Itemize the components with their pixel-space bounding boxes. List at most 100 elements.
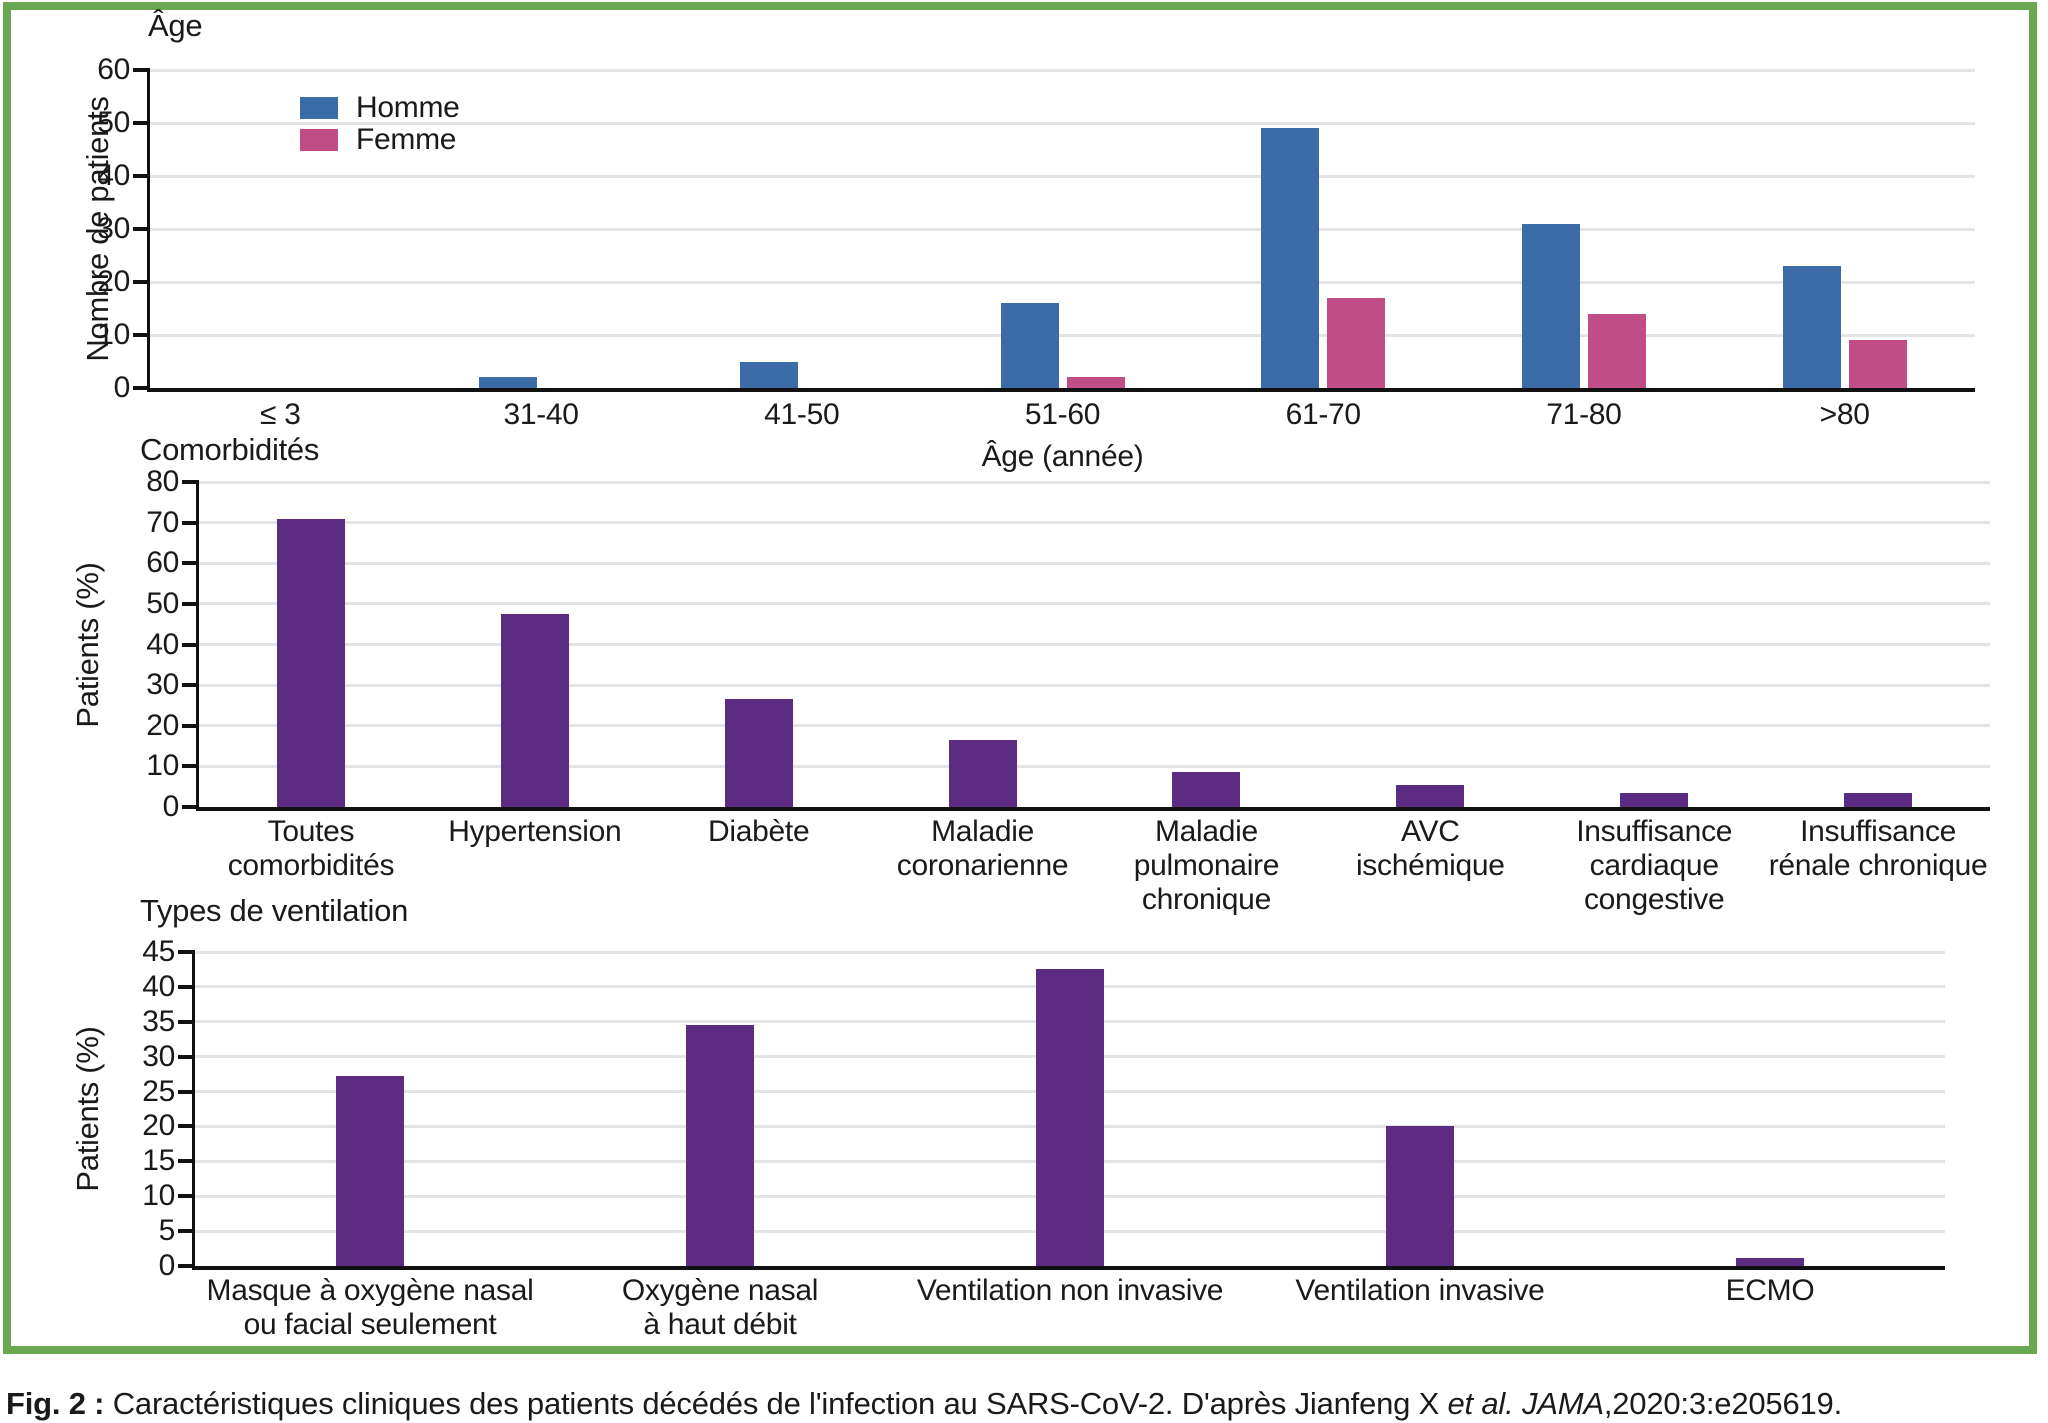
bar [724, 699, 793, 807]
gridline [150, 68, 1975, 72]
y-tick-label: 10 [146, 749, 179, 783]
gridline [150, 121, 1975, 125]
y-tick-label: 15 [142, 1144, 175, 1178]
bar-femme [1848, 340, 1907, 388]
category-label: >80 [1819, 398, 1870, 431]
y-tick-mark [133, 227, 150, 231]
category-label: Ventilation non invasive [916, 1274, 1224, 1307]
y-tick-label: 30 [146, 668, 179, 702]
y-tick-label: 10 [97, 318, 130, 351]
gridline [199, 724, 1990, 728]
category-label: Oxygène nasal à haut débit [621, 1274, 819, 1341]
x-axis-line [147, 388, 1975, 392]
category-label: ≤ 3 [260, 398, 301, 431]
bar-homme [1782, 266, 1841, 388]
gridline [150, 174, 1975, 178]
legend-row: Femme [300, 123, 460, 156]
category-label: Hypertension [448, 815, 622, 848]
y-tick-label: 30 [97, 212, 130, 245]
y-tick-mark [133, 333, 150, 337]
y-tick-mark [133, 121, 150, 125]
y-tick-mark [178, 1229, 195, 1234]
bar [1620, 792, 1689, 807]
figure-caption: Fig. 2 : Caractéristiques cliniques des … [6, 1386, 1996, 1422]
y-tick-label: 60 [97, 53, 130, 86]
bar-homme [1261, 128, 1320, 388]
y-tick-mark [178, 1019, 195, 1024]
bar [948, 739, 1017, 807]
category-label: Ventilation invasive [1295, 1274, 1545, 1307]
category-label: 41-50 [764, 398, 840, 431]
y-tick-label: 80 [146, 465, 179, 498]
y-tick-mark [178, 1089, 195, 1094]
chart-title: Types de ventilation [140, 893, 409, 928]
bar [1036, 969, 1104, 1266]
legend-label: Homme [356, 91, 460, 124]
bar-femme [1327, 297, 1386, 388]
y-tick-mark [133, 174, 150, 178]
bar [1844, 792, 1913, 807]
y-tick-label: 60 [146, 546, 179, 580]
y-tick-mark [133, 386, 150, 390]
category-label: Insuffisance rénale chronique [1768, 815, 1988, 882]
caption-part: et al. [1447, 1386, 1514, 1421]
bar-homme [1000, 303, 1059, 388]
bar-femme [1066, 377, 1125, 388]
y-tick-mark [178, 1124, 195, 1129]
y-tick-label: 40 [146, 627, 179, 661]
y-tick-mark [182, 642, 199, 647]
caption-part: ,2020:3:e205619. [1603, 1386, 1842, 1421]
y-tick-mark [182, 683, 199, 688]
gridline [150, 227, 1975, 231]
y-tick-label: 50 [97, 106, 130, 139]
gridline [199, 561, 1990, 565]
caption-part: JAMA [1521, 1386, 1604, 1421]
bar [276, 518, 345, 807]
gridline [199, 480, 1990, 484]
y-tick-label: 30 [142, 1039, 175, 1073]
y-tick-mark [133, 68, 150, 72]
x-axis-line [196, 807, 1990, 811]
y-tick-label: 20 [97, 265, 130, 298]
bar [1736, 1257, 1804, 1266]
category-label: AVC ischémique [1355, 815, 1505, 882]
y-tick-label: 0 [113, 371, 131, 404]
gridline [199, 602, 1990, 606]
bar [500, 614, 569, 807]
y-tick-mark [178, 1264, 195, 1268]
y-tick-label: 0 [162, 790, 180, 823]
y-tick-label: 35 [142, 1004, 175, 1038]
category-label: 31-40 [503, 398, 579, 431]
y-tick-mark [182, 805, 199, 809]
y-axis-line [196, 482, 199, 809]
y-tick-mark [182, 601, 199, 606]
legend-swatch-femme [300, 129, 338, 151]
bar-homme [479, 377, 538, 388]
category-label: 61-70 [1285, 398, 1362, 431]
bar [1172, 771, 1241, 807]
gridline [199, 521, 1990, 525]
y-axis-line [147, 70, 150, 390]
y-tick-label: 0 [158, 1249, 176, 1282]
gridline [199, 764, 1990, 768]
y-tick-mark [133, 280, 150, 284]
y-tick-label: 5 [158, 1214, 176, 1248]
legend: Homme Femme [300, 91, 460, 156]
bar [1386, 1126, 1454, 1266]
category-label: Diabète [708, 815, 810, 848]
chart-title: Comorbidités [140, 432, 320, 467]
y-tick-mark [182, 561, 199, 566]
y-tick-label: 45 [142, 935, 175, 968]
legend-swatch-homme [300, 97, 338, 119]
bar [336, 1075, 404, 1266]
y-tick-label: 20 [142, 1109, 175, 1143]
gridline [199, 683, 1990, 687]
bar [1396, 784, 1465, 807]
y-tick-label: 70 [146, 505, 179, 539]
y-tick-label: 50 [146, 586, 179, 620]
y-axis-line [192, 952, 195, 1268]
gridline [150, 333, 1975, 337]
bar-femme [1587, 313, 1646, 388]
y-tick-label: 20 [146, 708, 179, 742]
